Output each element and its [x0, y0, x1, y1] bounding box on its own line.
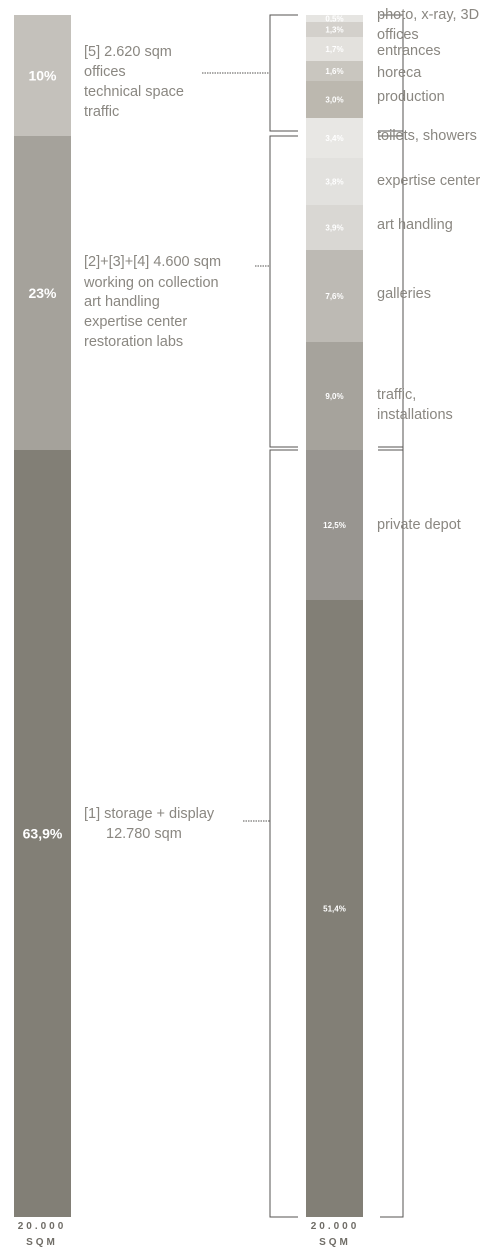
- detail-bar-segment: [306, 600, 363, 1217]
- overview-segment-percent: 10%: [28, 68, 57, 84]
- left-axis-total-unit: SQM: [26, 1237, 58, 1248]
- group-bracket: [269, 135, 298, 448]
- detail-segment-percent: 1,6%: [325, 67, 343, 76]
- detail-segment-percent: 12,5%: [323, 521, 346, 530]
- detail-bar-segment: [306, 250, 363, 342]
- detail-segment-name: expertise center: [377, 173, 480, 189]
- group-bracket: [269, 14, 298, 132]
- overview-stacked-bar: 10% 23% 63,9%: [14, 15, 71, 1217]
- detail-bar-segment: [306, 37, 363, 61]
- detail-segment-name: private depot: [377, 517, 461, 533]
- detail-bar-segment: [306, 61, 363, 81]
- left-axis-total-value: 20.000: [18, 1221, 67, 1232]
- detail-segment-name: photo, x-ray, 3D: [377, 7, 479, 23]
- overview-caption-line: [5] 2.620 sqm: [84, 44, 172, 60]
- overview-bar-segment: [14, 136, 71, 450]
- overview-segment-percent: 23%: [28, 285, 57, 301]
- detail-segment-percent: 3,0%: [325, 96, 343, 105]
- detail-segment-percent: 3,8%: [325, 178, 343, 187]
- detail-segment-percent: 3,9%: [325, 224, 343, 233]
- overview-captions: [5] 2.620 sqm offices technical space traff…: [83, 44, 270, 842]
- detail-segment-percent: 1,7%: [325, 45, 343, 54]
- overview-caption-line: working on collection: [83, 275, 219, 291]
- overview-bar-segment: [14, 15, 71, 136]
- detail-bar-segment: [306, 450, 363, 600]
- detail-segment-name: entrances: [377, 43, 441, 59]
- detail-segment-name: offices: [377, 27, 419, 43]
- detail-bar-segment: [306, 22, 363, 37]
- detail-segment-name: toilets, showers: [377, 128, 477, 144]
- detail-segment-name: installations: [377, 407, 453, 423]
- detail-segment-name: horeca: [377, 65, 422, 81]
- detail-segment-percent: 0,5%: [325, 15, 343, 24]
- detail-bar-segment: [306, 342, 363, 450]
- group-brackets: [269, 14, 404, 1218]
- overview-caption-line: [2]+[3]+[4] 4.600 sqm: [84, 254, 221, 270]
- detail-bar-segment: [306, 158, 363, 205]
- detail-label-bracket: [380, 14, 404, 1218]
- detail-segment-name: production: [377, 89, 445, 105]
- detail-bar-segment: [306, 118, 363, 158]
- detail-segment-name: art handling: [377, 217, 453, 233]
- detail-segment-name: galleries: [377, 286, 431, 302]
- overview-caption-line: technical space: [84, 84, 184, 100]
- detail-segment-percent: 51,4%: [323, 905, 346, 914]
- detail-stacked-bar: 0,5% 1,3% 1,7% 1,6% 3,0% 3,4% 3,8% 3,9% 7,6% 9,0%…: [306, 15, 363, 1217]
- overview-caption-line: offices: [84, 64, 126, 80]
- detail-bar-segment: [306, 81, 363, 118]
- overview-caption-line: expertise center: [84, 314, 187, 330]
- detail-segment-percent: 3,4%: [325, 134, 343, 143]
- overview-caption-line: art handling: [84, 294, 160, 310]
- overview-caption-line: [1] storage + display: [84, 806, 215, 822]
- detail-segment-percent: 7,6%: [325, 292, 343, 301]
- group-bracket: [269, 449, 298, 1218]
- overview-segment-percent: 63,9%: [23, 826, 63, 842]
- detail-segment-percent: 1,3%: [325, 26, 343, 35]
- detail-bar-segment: [306, 15, 363, 22]
- overview-caption-line: 12.780 sqm: [106, 826, 182, 842]
- overview-caption-line: restoration labs: [84, 334, 183, 350]
- detail-segment-percent: 9,0%: [325, 392, 343, 401]
- detail-bar-segment: [306, 205, 363, 250]
- overview-bar-segment: [14, 450, 71, 1217]
- detail-segment-name: traffic,: [377, 387, 416, 403]
- right-axis-total-unit: SQM: [319, 1237, 351, 1248]
- overview-caption-line: traffic: [84, 104, 119, 120]
- right-axis-total-value: 20.000: [311, 1221, 360, 1232]
